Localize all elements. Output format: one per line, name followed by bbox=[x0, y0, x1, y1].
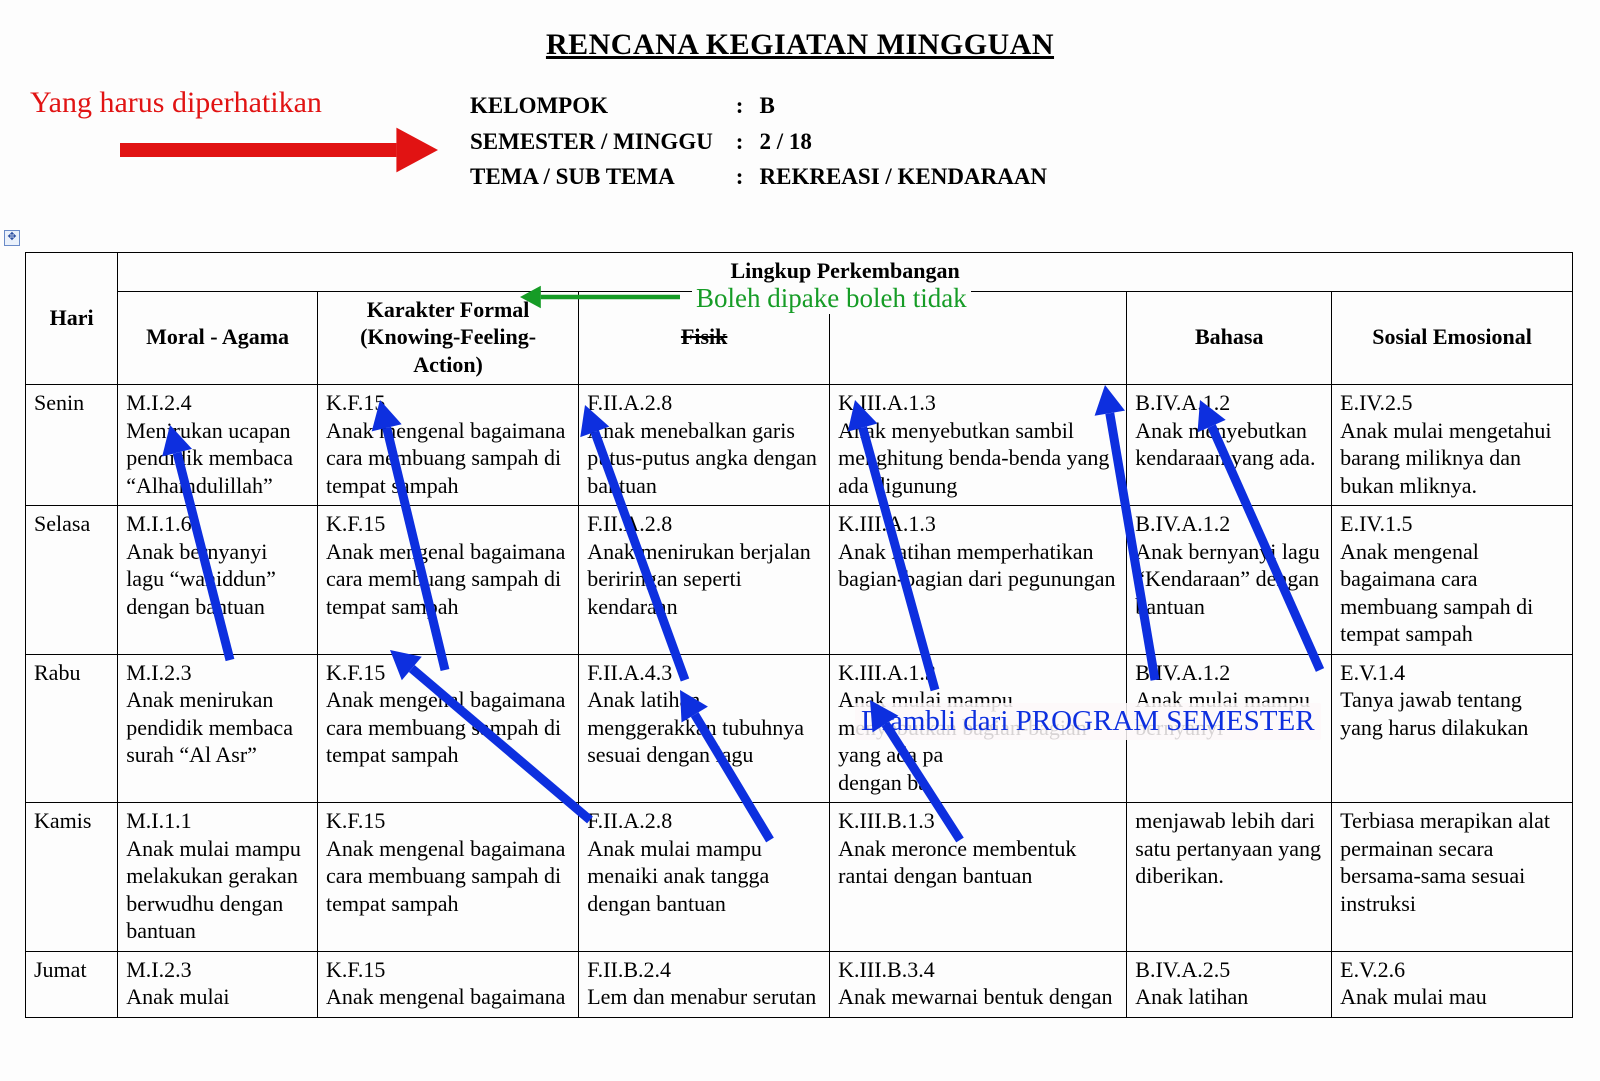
cell-fisik: F.II.A.2.8 Anak mulai mampu menaiki anak… bbox=[579, 803, 830, 952]
cell-kog: K.III.B.3.4 Anak mewarnai bentuk dengan bbox=[830, 951, 1127, 1017]
th-bahasa: Bahasa bbox=[1127, 291, 1332, 385]
meta-colon: : bbox=[736, 124, 754, 160]
cell-moral: M.I.2.4 Menirukan ucapan pendidik membac… bbox=[118, 385, 318, 506]
meta-value-tema: REKREASI / KENDARAAN bbox=[760, 164, 1048, 189]
th-fisik-label: Fisik bbox=[681, 324, 727, 349]
cell-se: E.V.2.6 Anak mulai mau bbox=[1332, 951, 1573, 1017]
page-title: RENCANA KEGIATAN MINGGUAN bbox=[0, 28, 1600, 62]
cell-bhs: B.IV.A.1.2 Anak bernyanyi lagu “Kendaraa… bbox=[1127, 506, 1332, 655]
cell-fisik: F.II.B.2.4 Lem dan menabur serutan bbox=[579, 951, 830, 1017]
cell-hari: Selasa bbox=[26, 506, 118, 655]
cell-se: E.V.1.4 Tanya jawab tentang yang harus d… bbox=[1332, 654, 1573, 803]
cell-moral: M.I.2.3 Anak mulai bbox=[118, 951, 318, 1017]
meta-row-semester: SEMESTER / MINGGU : 2 / 18 bbox=[470, 124, 1047, 160]
meta-value-semester: 2 / 18 bbox=[760, 129, 812, 154]
cell-kf: K.F.15 Anak mengenal bagaimana cara memb… bbox=[317, 506, 578, 655]
th-kf-main: Karakter Formal bbox=[326, 296, 570, 324]
cell-moral: M.I.2.3 Anak menirukan pendidik membaca … bbox=[118, 654, 318, 803]
meta-label-kelompok: KELOMPOK bbox=[470, 88, 730, 124]
table-resize-handle-icon[interactable]: ✥ bbox=[4, 230, 20, 246]
cell-kf: K.F.15 Anak mengenal bagaimana cara memb… bbox=[317, 654, 578, 803]
cell-kf: K.F.15 Anak mengenal bagaimana bbox=[317, 951, 578, 1017]
cell-fisik: F.II.A.2.8 Anak menebalkan garis putus-p… bbox=[579, 385, 830, 506]
th-kf-sub: (Knowing-Feeling-Action) bbox=[326, 323, 570, 378]
meta-value-kelompok: B bbox=[760, 93, 775, 118]
meta-label-tema: TEMA / SUB TEMA bbox=[470, 159, 730, 195]
cell-se: E.IV.2.5 Anak mulai mengetahui barang mi… bbox=[1332, 385, 1573, 506]
th-hari: Hari bbox=[26, 253, 118, 385]
annotation-green-text: Boleh dipake boleh tidak bbox=[692, 283, 971, 314]
cell-kf: K.F.15 Anak mengenal bagaimana cara memb… bbox=[317, 803, 578, 952]
weekly-plan-table: Hari Lingkup Perkembangan Moral - Agama … bbox=[25, 252, 1573, 1018]
table-wrapper: Hari Lingkup Perkembangan Moral - Agama … bbox=[25, 252, 1573, 1018]
table-row: SelasaM.I.1.6 Anak bernyanyi lagu “wahid… bbox=[26, 506, 1573, 655]
cell-se: Terbiasa merapikan alat permainan secara… bbox=[1332, 803, 1573, 952]
th-sosem: Sosial Emosional bbox=[1332, 291, 1573, 385]
table-row: SeninM.I.2.4 Menirukan ucapan pendidik m… bbox=[26, 385, 1573, 506]
meta-colon: : bbox=[736, 88, 754, 124]
table-row: KamisM.I.1.1 Anak mulai mampu melakukan … bbox=[26, 803, 1573, 952]
cell-bhs: menjawab lebih dari satu pertanyaan yang… bbox=[1127, 803, 1332, 952]
cell-kog: K.III.B.1.3 Anak meronce membentuk ranta… bbox=[830, 803, 1127, 952]
cell-bhs: B.IV.A.2.5 Anak latihan bbox=[1127, 951, 1332, 1017]
meta-row-kelompok: KELOMPOK : B bbox=[470, 88, 1047, 124]
cell-kf: K.F.15 Anak mengenal bagaimana cara memb… bbox=[317, 385, 578, 506]
annotation-red-text: Yang harus diperhatikan bbox=[30, 86, 322, 120]
table-row: JumatM.I.2.3 Anak mulaiK.F.15 Anak menge… bbox=[26, 951, 1573, 1017]
cell-kog: K.III.A.1.3 Anak menyebutkan sambil meng… bbox=[830, 385, 1127, 506]
cell-moral: M.I.1.6 Anak bernyanyi lagu “wahiddun” d… bbox=[118, 506, 318, 655]
cell-hari: Jumat bbox=[26, 951, 118, 1017]
meta-colon: : bbox=[736, 159, 754, 195]
meta-row-tema: TEMA / SUB TEMA : REKREASI / KENDARAAN bbox=[470, 159, 1047, 195]
th-kf: Karakter Formal (Knowing-Feeling-Action) bbox=[317, 291, 578, 385]
cell-hari: Kamis bbox=[26, 803, 118, 952]
cell-moral: M.I.1.1 Anak mulai mampu melakukan gerak… bbox=[118, 803, 318, 952]
annotation-blue-text: Diambli dari PROGRAM SEMESTER bbox=[855, 703, 1321, 740]
table-row: RabuM.I.2.3 Anak menirukan pendidik memb… bbox=[26, 654, 1573, 803]
cell-bhs: B.IV.A.1.2 Anak menyebutkan kendaraan ya… bbox=[1127, 385, 1332, 506]
cell-fisik: F.II.A.2.8 Anak menirukan berjalan berir… bbox=[579, 506, 830, 655]
cell-hari: Rabu bbox=[26, 654, 118, 803]
meta-label-semester: SEMESTER / MINGGU bbox=[470, 124, 730, 160]
cell-hari: Senin bbox=[26, 385, 118, 506]
meta-block: KELOMPOK : B SEMESTER / MINGGU : 2 / 18 … bbox=[470, 88, 1047, 195]
cell-kog: K.III.A.1.3 Anak latihan memperhatikan b… bbox=[830, 506, 1127, 655]
th-moral: Moral - Agama bbox=[118, 291, 318, 385]
page-root: RENCANA KEGIATAN MINGGUAN KELOMPOK : B S… bbox=[0, 0, 1600, 1081]
cell-fisik: F.II.A.4.3 Anak latihan menggerakkan tub… bbox=[579, 654, 830, 803]
cell-se: E.IV.1.5 Anak mengenal bagaimana cara me… bbox=[1332, 506, 1573, 655]
table-body: SeninM.I.2.4 Menirukan ucapan pendidik m… bbox=[26, 385, 1573, 1018]
